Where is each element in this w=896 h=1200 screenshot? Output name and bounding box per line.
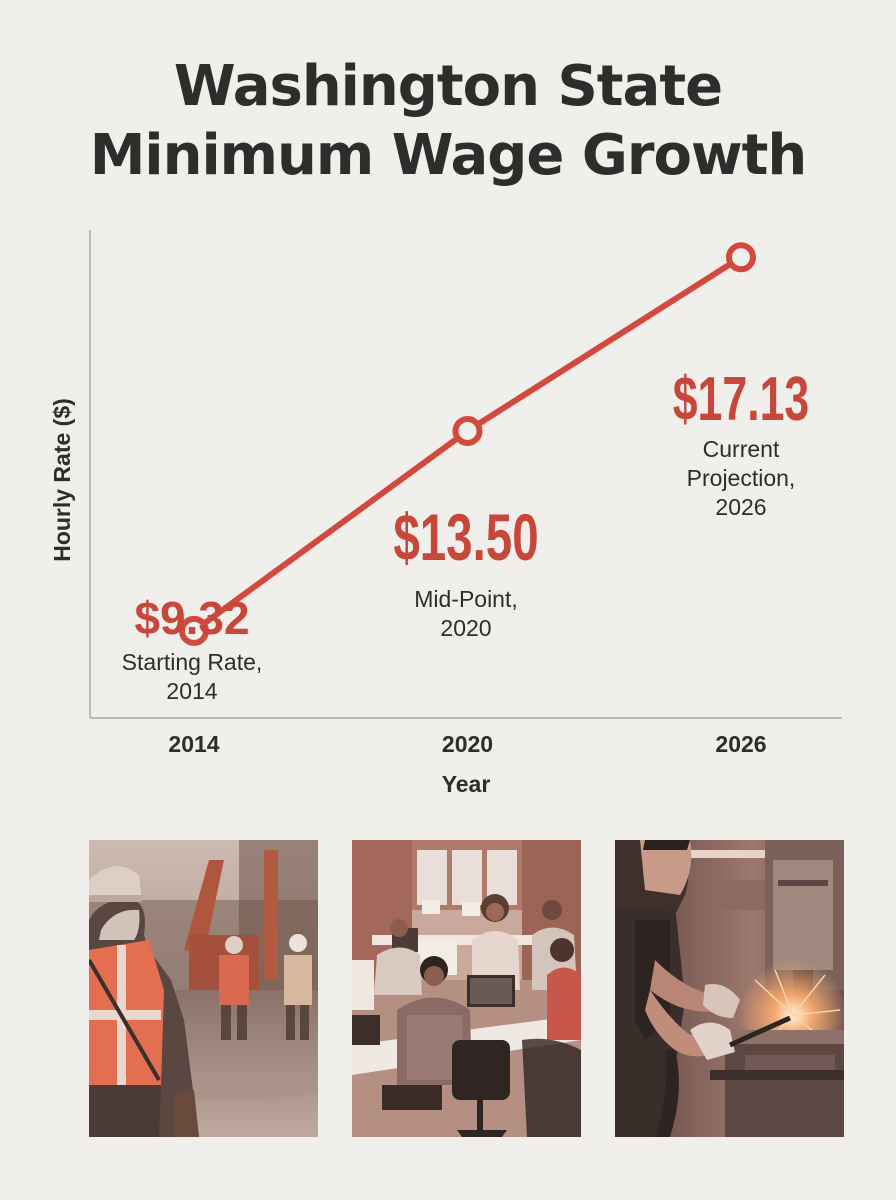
caption-label-2026-line-1: Current: [703, 436, 780, 462]
chart-title-line-1: Washington State: [173, 54, 723, 119]
caption-label-2020-line-2: 2020: [440, 615, 491, 641]
data-point-2014: [179, 615, 209, 646]
x-tick-label-2014: 2014: [168, 731, 219, 757]
office-workers-photo: [352, 840, 581, 1137]
chart-title-line-2: Minimum Wage Growth: [89, 123, 808, 188]
caption-label-2026-line-3: 2026: [715, 494, 766, 520]
value-label-2014: $9.32: [134, 592, 249, 644]
x-axis-title: Year: [442, 771, 491, 797]
caption-label-2026-line-2: Projection,: [687, 465, 796, 491]
value-label-2026: $17.13: [673, 365, 810, 434]
x-tick-label-2020: 2020: [442, 731, 493, 757]
wage-line-chart: Hourly Rate ($) Year 2014 2020 2026 $9.32 St…: [49, 230, 842, 797]
caption-label-2014-line-1: Starting Rate,: [122, 649, 263, 675]
value-label-2020: $13.50: [393, 501, 538, 574]
caption-label-2020-line-1: Mid-Point,: [414, 586, 518, 612]
chart-marks: 2014 2020 2026 $9.32 Starting Rate, 2014 $13.5…: [122, 242, 810, 757]
x-tick-label-2026: 2026: [715, 731, 766, 757]
factory-welder-photo: [615, 840, 844, 1137]
y-axis-title: Hourly Rate ($): [49, 398, 75, 562]
caption-label-2014-line-2: 2014: [166, 678, 217, 704]
data-point-2026: [726, 242, 756, 273]
data-point-2020: [452, 415, 483, 446]
construction-worker-photo: [89, 840, 318, 1137]
